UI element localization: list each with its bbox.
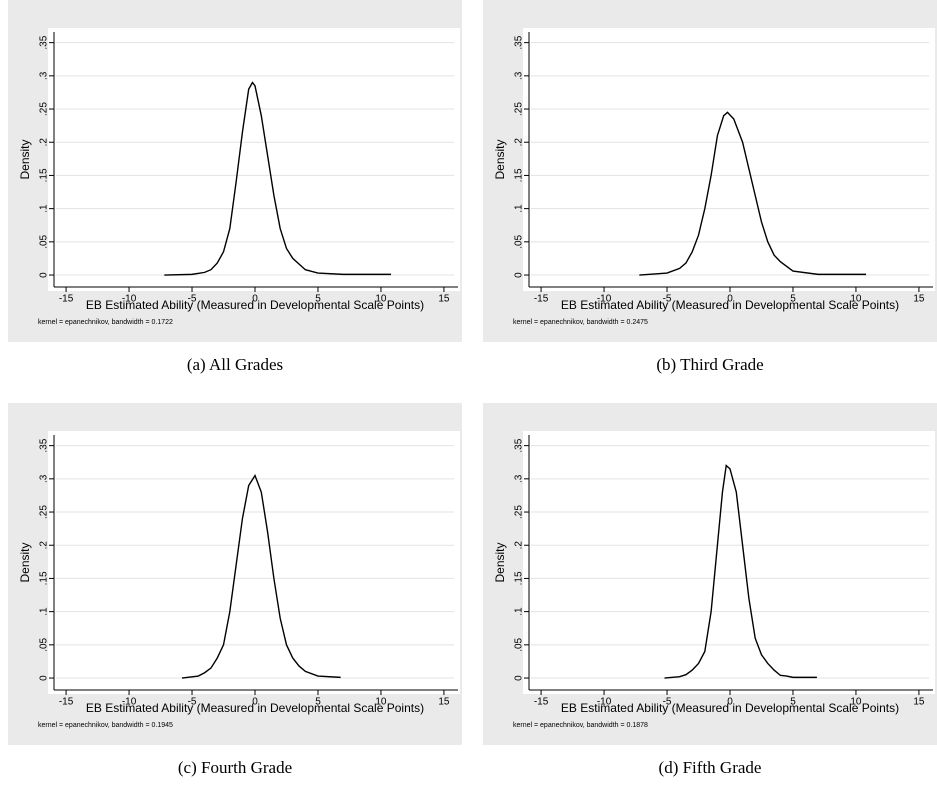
x-tick-label: 5: [315, 697, 321, 708]
x-tick-label: 10: [375, 294, 387, 305]
y-tick-label: .15: [39, 168, 50, 182]
y-tick-label: .2: [39, 138, 50, 147]
density-curve: [639, 111, 867, 276]
y-tick-label: .05: [514, 234, 525, 248]
x-tick-label: 0: [727, 697, 733, 708]
y-tick-label: .05: [39, 637, 50, 651]
y-tick-label: .3: [514, 474, 525, 483]
y-tick-label: .25: [514, 505, 525, 519]
x-tick-label: -10: [597, 294, 612, 305]
x-tick-label: -10: [122, 697, 137, 708]
x-tick-label: -5: [663, 697, 672, 708]
x-tick-label: -15: [59, 697, 74, 708]
y-axis-label: Density: [18, 139, 32, 179]
x-tick-label: 0: [727, 294, 733, 305]
kernel-note: kernel = epanechnikov, bandwidth = 0.247…: [513, 319, 648, 326]
x-tick-label: -15: [534, 697, 549, 708]
y-tick-label: .1: [39, 204, 50, 213]
y-tick-label: 0: [39, 272, 50, 278]
kernel-note: kernel = epanechnikov, bandwidth = 0.187…: [513, 722, 648, 729]
y-tick-label: .05: [39, 234, 50, 248]
plot-region: [48, 431, 460, 694]
caption: (b) Third Grade: [656, 355, 763, 374]
x-tick-label: 5: [315, 294, 321, 305]
y-tick-label: .3: [514, 71, 525, 80]
x-axis-label: EB Estimated Ability (Measured in Develo…: [86, 701, 424, 715]
panel: 0 .05 .1 .15 .2 .25 .3 .35 -15 -10 -5 0 5 10 15 Density…: [483, 0, 937, 374]
plot-region: [523, 28, 935, 291]
x-tick-label: -15: [534, 294, 549, 305]
x-tick-label: 0: [252, 697, 258, 708]
y-tick-label: .1: [514, 204, 525, 213]
x-tick-label: 10: [850, 294, 862, 305]
y-tick-label: .35: [514, 438, 525, 452]
x-tick-label: -5: [188, 697, 197, 708]
y-tick-label: .3: [39, 474, 50, 483]
caption: (d) Fifth Grade: [659, 758, 762, 777]
x-axis-label: EB Estimated Ability (Measured in Develo…: [561, 298, 899, 312]
x-tick-label: 15: [913, 697, 925, 708]
y-axis-label: Density: [18, 542, 32, 582]
y-tick-label: .15: [514, 571, 525, 585]
y-axis-label: Density: [493, 542, 507, 582]
x-tick-label: 10: [850, 697, 862, 708]
panel: 0 .05 .1 .15 .2 .25 .3 .35 -15 -10 -5 0 5 10 15 Density…: [8, 403, 462, 777]
y-tick-label: .25: [39, 505, 50, 519]
kernel-note: kernel = epanechnikov, bandwidth = 0.172…: [38, 319, 173, 326]
y-tick-label: 0: [39, 675, 50, 681]
x-axis-label: EB Estimated Ability (Measured in Develo…: [86, 298, 424, 312]
kernel-note: kernel = epanechnikov, bandwidth = 0.194…: [38, 722, 173, 729]
y-axis-label: Density: [493, 139, 507, 179]
caption: (a) All Grades: [187, 355, 283, 374]
y-tick-label: .1: [514, 607, 525, 616]
y-tick-label: .35: [514, 35, 525, 49]
density-curve: [664, 464, 817, 679]
y-tick-label: .2: [514, 541, 525, 550]
x-tick-label: -5: [663, 294, 672, 305]
density-curve: [181, 473, 341, 679]
density-curve: [164, 81, 392, 276]
panel: 0 .05 .1 .15 .2 .25 .3 .35 -15 -10 -5 0 5 10 15 Density…: [8, 0, 462, 374]
x-tick-label: 5: [790, 294, 796, 305]
plot-region: [48, 28, 460, 291]
x-tick-label: 10: [375, 697, 387, 708]
panel: 0 .05 .1 .15 .2 .25 .3 .35 -15 -10 -5 0 5 10 15 Density…: [483, 403, 937, 777]
caption: (c) Fourth Grade: [178, 758, 292, 777]
y-tick-label: .15: [39, 571, 50, 585]
x-tick-label: -15: [59, 294, 74, 305]
y-tick-label: .3: [39, 71, 50, 80]
x-tick-label: -10: [597, 697, 612, 708]
x-tick-label: 15: [913, 294, 925, 305]
x-tick-label: 15: [438, 294, 450, 305]
x-axis-label: EB Estimated Ability (Measured in Develo…: [561, 701, 899, 715]
x-tick-label: -10: [122, 294, 137, 305]
x-tick-label: -5: [188, 294, 197, 305]
y-tick-label: 0: [514, 272, 525, 278]
y-tick-label: .05: [514, 637, 525, 651]
y-tick-label: 0: [514, 675, 525, 681]
x-tick-label: 15: [438, 697, 450, 708]
y-tick-label: .2: [39, 541, 50, 550]
y-tick-label: .25: [514, 102, 525, 116]
y-tick-label: .35: [39, 438, 50, 452]
y-tick-label: .2: [514, 138, 525, 147]
x-tick-label: 5: [790, 697, 796, 708]
y-tick-label: .25: [39, 102, 50, 116]
y-tick-label: .35: [39, 35, 50, 49]
y-tick-label: .15: [514, 168, 525, 182]
x-tick-label: 0: [252, 294, 258, 305]
plot-region: [523, 431, 935, 694]
y-tick-label: .1: [39, 607, 50, 616]
